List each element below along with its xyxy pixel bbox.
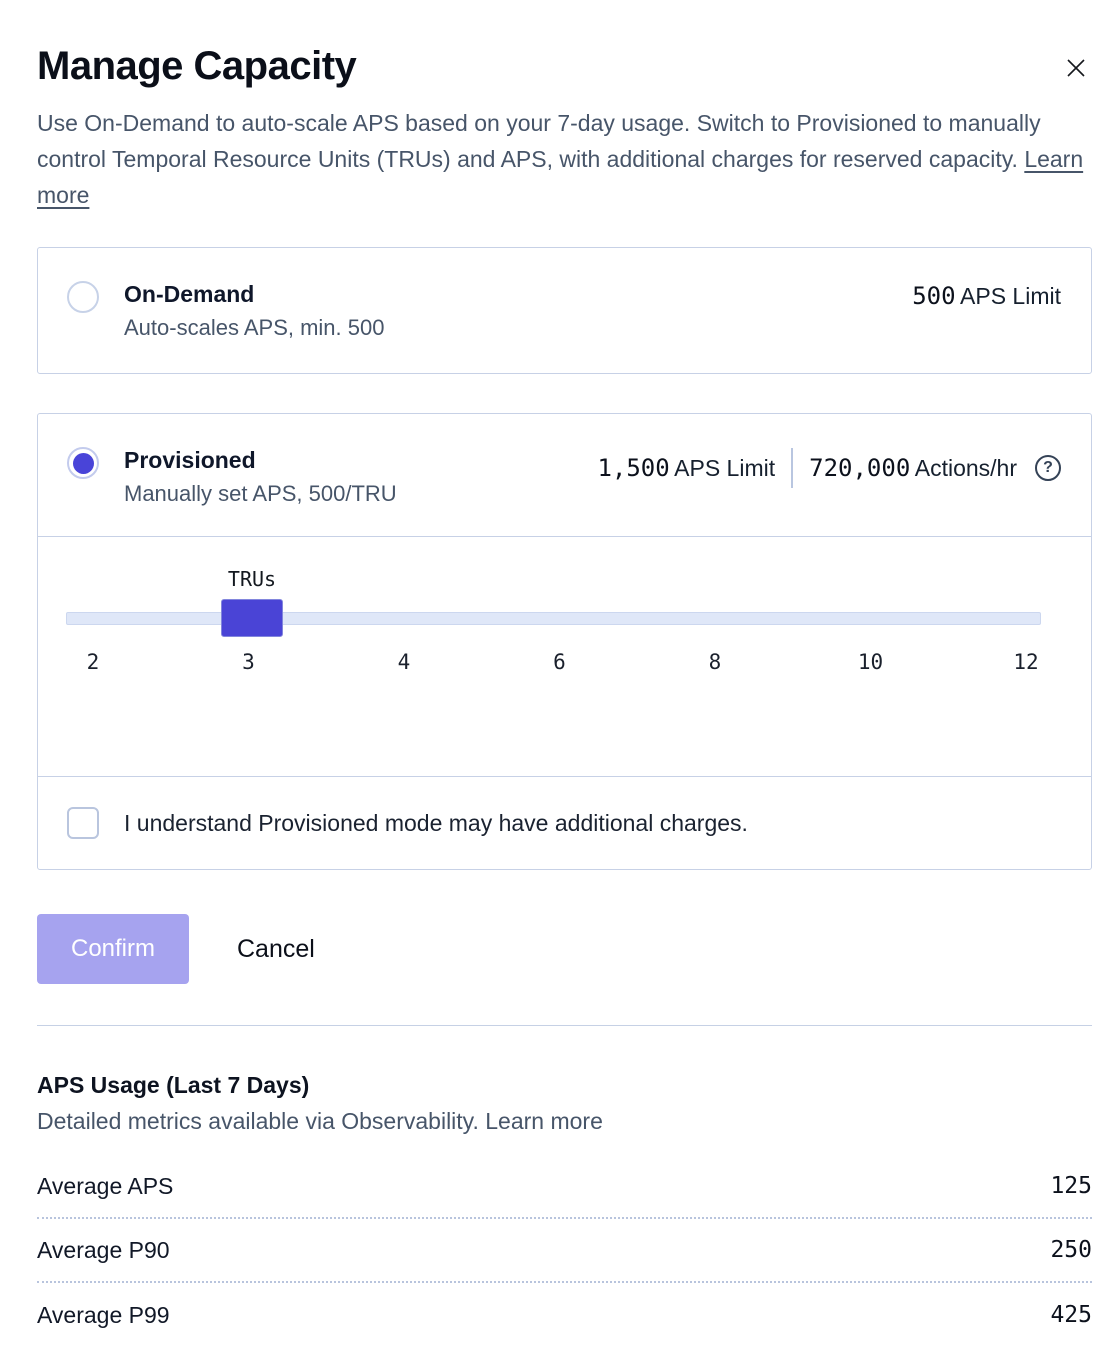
help-icon[interactable]: ? [1035,455,1061,481]
cancel-button[interactable]: Cancel [225,925,327,974]
table-row: Average APS 125 [37,1155,1092,1219]
acknowledge-label: I understand Provisioned mode may have a… [124,809,748,836]
slider-tick-10[interactable]: 10 [857,650,884,674]
modal-header: Manage Capacity [37,44,1092,89]
table-row: Average P90 250 [37,1219,1092,1283]
on-demand-radio[interactable] [67,281,99,313]
acknowledge-checkbox[interactable] [67,807,99,839]
on-demand-row: On-Demand Auto-scales APS, min. 500 500 … [38,248,1091,341]
on-demand-aps-limit-value: 500 [912,282,956,310]
provisioned-subtitle: Manually set APS, 500/TRU [124,481,397,506]
tru-slider-track[interactable] [66,612,1041,625]
metric-value: 250 [1050,1237,1092,1263]
usage-metrics-table: Average APS 125 Average P90 250 Average … [37,1155,1092,1347]
usage-learn-more-link[interactable]: Learn more [485,1108,603,1134]
page-title: Manage Capacity [37,44,357,88]
on-demand-aps-limit-label: APS Limit [960,283,1061,309]
slider-tick-6[interactable]: 6 [553,650,566,674]
close-button[interactable] [1060,52,1092,84]
tru-slider-section: TRUs 2 3 4 6 8 10 12 [38,567,1091,777]
metric-label: Average P99 [37,1301,170,1328]
tru-slider-handle[interactable] [221,599,283,637]
table-row: Average P99 425 [37,1283,1092,1347]
provisioned-aps-limit-value: 1,500 [597,454,670,482]
metric-value: 125 [1050,1173,1092,1199]
slider-tick-2[interactable]: 2 [86,650,100,674]
acknowledgement-section: I understand Provisioned mode may have a… [38,777,1091,869]
usage-section: APS Usage (Last 7 Days) Detailed metrics… [37,1072,1092,1347]
on-demand-label: On-Demand [124,281,255,307]
modal-actions: Confirm Cancel [37,914,1092,984]
actions-per-hour-value: 720,000 [809,454,911,482]
confirm-button[interactable]: Confirm [37,914,189,984]
radio-dot [72,452,94,474]
provisioned-radio[interactable] [67,447,99,479]
capacity-description: Use On-Demand to auto-scale APS based on… [37,105,1087,213]
capacity-description-text: Use On-Demand to auto-scale APS based on… [37,110,1041,172]
slider-tick-8[interactable]: 8 [708,650,722,674]
actions-per-hour-label: Actions/hr [914,455,1017,481]
provisioned-group: Provisioned Manually set APS, 500/TRU 1,… [37,413,1092,870]
provisioned-label: Provisioned [124,447,256,473]
metric-label: Average P90 [37,1236,170,1263]
metric-value: 425 [1050,1302,1092,1328]
slider-ticks: 2 3 4 6 8 10 12 [63,650,1056,674]
slider-tick-12[interactable]: 12 [1013,650,1039,674]
section-divider [37,1025,1092,1026]
tru-slider-label: TRUs [227,567,277,591]
provisioned-aps-limit-label: APS Limit [674,455,776,481]
metric-label: Average APS [37,1172,174,1199]
usage-subtitle-text: Detailed metrics available via Observabi… [37,1108,479,1134]
slider-tick-4[interactable]: 4 [397,650,411,674]
close-icon [1067,59,1085,77]
on-demand-subtitle: Auto-scales APS, min. 500 [124,315,385,340]
usage-title: APS Usage (Last 7 Days) [37,1072,310,1098]
usage-subtitle: Detailed metrics available via Observabi… [37,1108,1092,1135]
on-demand-card[interactable]: On-Demand Auto-scales APS, min. 500 500 … [37,247,1092,374]
provisioned-card[interactable]: Provisioned Manually set APS, 500/TRU 1,… [38,414,1091,537]
slider-tick-3[interactable]: 3 [242,650,255,674]
learn-more-link[interactable]: Learn more [37,146,1084,208]
vertical-divider [791,448,794,488]
